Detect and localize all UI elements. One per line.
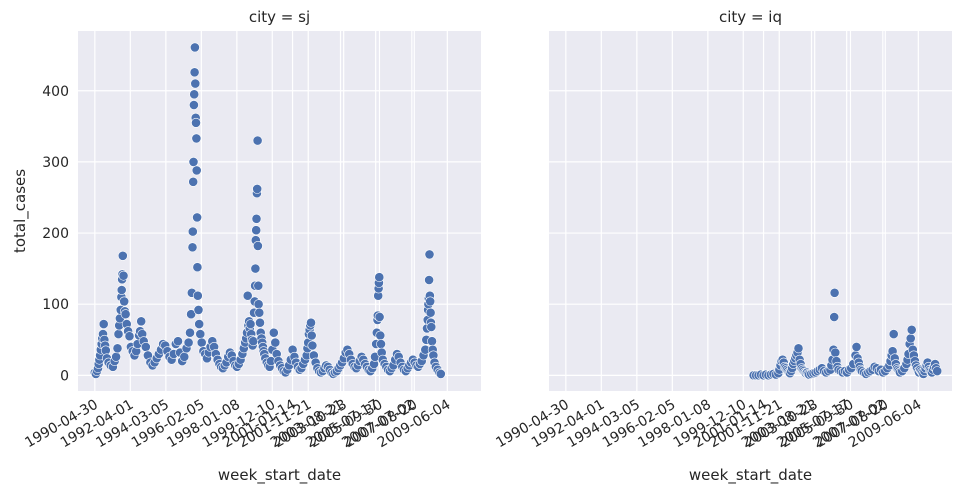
data-point xyxy=(250,263,261,274)
panel-sj-x-axis-label: week_start_date xyxy=(218,466,341,485)
data-point xyxy=(424,249,435,260)
data-point xyxy=(425,307,436,318)
y-tick-label: 300 xyxy=(42,155,69,171)
data-point xyxy=(183,337,194,348)
data-point xyxy=(242,290,253,301)
panel-iq-x-axis-label: week_start_date xyxy=(689,466,812,485)
data-point xyxy=(119,296,130,307)
panel-sj-points xyxy=(89,42,446,379)
data-point xyxy=(253,280,264,291)
data-point xyxy=(251,225,262,236)
data-point xyxy=(268,327,279,338)
panel-iq-x-ticks: 1990-04-301992-04-011994-03-051996-02-05… xyxy=(493,397,924,452)
data-point xyxy=(120,309,131,320)
y-tick-label: 400 xyxy=(42,84,69,100)
data-point xyxy=(189,89,200,100)
data-point xyxy=(187,242,198,253)
data-point xyxy=(270,337,281,348)
data-point xyxy=(190,78,201,89)
data-point xyxy=(194,319,205,329)
data-point xyxy=(248,336,259,347)
data-point xyxy=(111,351,121,362)
data-point xyxy=(851,341,862,352)
data-point xyxy=(427,336,437,347)
data-point xyxy=(252,135,263,146)
data-point xyxy=(376,339,386,349)
data-point xyxy=(252,183,263,194)
data-point xyxy=(426,322,437,332)
data-point xyxy=(906,324,917,335)
data-point xyxy=(191,117,201,128)
data-point xyxy=(124,331,135,342)
data-point xyxy=(186,309,196,320)
y-tick-label: 100 xyxy=(42,297,69,313)
data-point xyxy=(435,368,446,379)
data-point xyxy=(306,317,316,328)
data-point xyxy=(117,250,128,261)
data-point xyxy=(187,226,198,237)
data-point xyxy=(116,285,127,295)
data-point xyxy=(888,329,899,339)
data-point xyxy=(424,275,434,285)
data-point xyxy=(98,319,109,329)
data-point xyxy=(188,156,199,167)
panel-iq: 1990-04-301992-04-011994-03-051996-02-05… xyxy=(493,8,952,485)
data-point xyxy=(112,343,123,354)
data-point xyxy=(375,330,386,341)
y-tick-label: 200 xyxy=(42,226,69,242)
data-point xyxy=(188,176,199,187)
data-point xyxy=(191,165,202,176)
data-point xyxy=(905,333,916,344)
data-point xyxy=(192,290,203,301)
data-point xyxy=(253,299,264,310)
data-point xyxy=(185,327,195,338)
data-point xyxy=(193,304,204,315)
data-point xyxy=(829,287,840,298)
data-point xyxy=(307,340,318,351)
data-point xyxy=(830,347,841,358)
y-axis-label: total_cases xyxy=(11,169,30,253)
y-tick-label: 0 xyxy=(60,368,69,384)
data-point xyxy=(251,213,262,224)
panel-sj-title: city = sj xyxy=(249,8,310,26)
data-point xyxy=(255,317,265,328)
data-point xyxy=(118,270,129,281)
data-point xyxy=(140,341,151,352)
data-point xyxy=(189,67,200,78)
data-point xyxy=(254,307,265,318)
panel-sj-y-ticks: 0 100 200 300 400 xyxy=(42,84,69,385)
panel-iq-points xyxy=(748,287,943,381)
data-point xyxy=(136,316,147,327)
panel-sj: 0 100 200 300 400 1990-04-301992-04-011994-0… xyxy=(22,8,481,485)
data-point xyxy=(195,329,206,339)
data-point xyxy=(191,133,202,144)
data-point xyxy=(932,366,943,376)
data-point xyxy=(829,312,840,322)
data-point xyxy=(188,100,199,110)
data-point xyxy=(425,296,436,307)
data-point xyxy=(189,42,200,53)
data-point xyxy=(192,262,203,273)
data-point xyxy=(179,351,190,362)
data-point xyxy=(192,212,202,223)
data-point xyxy=(793,343,804,354)
data-point xyxy=(306,330,317,341)
data-point xyxy=(113,329,124,339)
data-point xyxy=(173,336,183,347)
data-point xyxy=(374,312,385,322)
panel-iq-title: city = iq xyxy=(719,8,782,26)
data-point xyxy=(252,240,263,251)
panel-sj-x-ticks: 1990-04-301992-04-011994-03-051996-02-05… xyxy=(22,397,453,452)
data-point xyxy=(196,337,207,348)
data-point xyxy=(374,272,385,283)
data-point xyxy=(245,319,256,329)
